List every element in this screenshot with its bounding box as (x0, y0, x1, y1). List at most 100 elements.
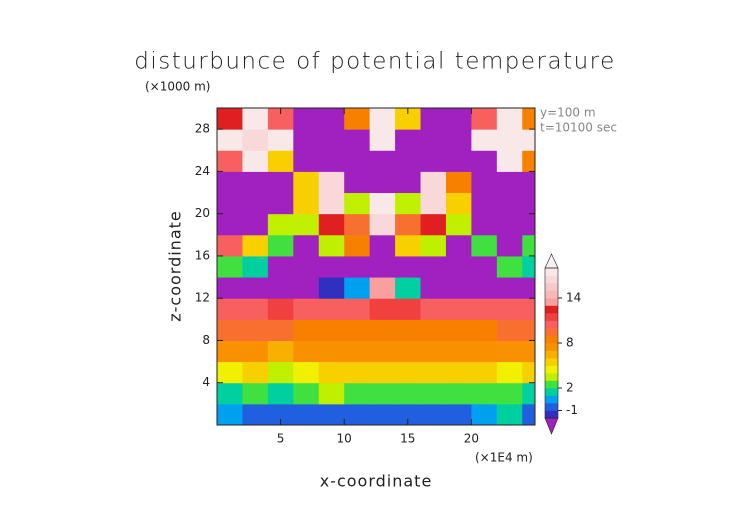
cell (293, 403, 320, 425)
cell (318, 129, 345, 151)
colorbar-bin (545, 365, 558, 374)
x-tick-label: 15 (400, 432, 415, 446)
cell (217, 213, 243, 236)
cell (522, 361, 535, 384)
cell (496, 192, 523, 215)
cell (267, 213, 294, 236)
cell (471, 234, 498, 257)
cell (217, 255, 243, 278)
cell (420, 192, 447, 215)
cell (369, 192, 396, 215)
x-axis-label: x-coordinate (320, 472, 433, 491)
cell (217, 171, 243, 194)
cell (344, 129, 371, 151)
cell (445, 213, 472, 236)
cell (369, 382, 396, 405)
cell (471, 255, 498, 278)
cell (369, 361, 396, 384)
cell (369, 255, 396, 278)
cell (344, 382, 371, 405)
cell (445, 382, 472, 405)
cell (445, 150, 472, 172)
cell (496, 108, 523, 130)
cell (318, 192, 345, 215)
cell (496, 403, 523, 425)
cell (267, 171, 294, 194)
colorbar-bin (545, 320, 558, 329)
cell (522, 234, 535, 257)
colorbar-under (544, 417, 559, 435)
cell (471, 150, 498, 172)
cell (445, 171, 472, 194)
cell (217, 361, 243, 384)
cell (471, 298, 498, 320)
cell (344, 255, 371, 278)
y-unit-label: (×1000 m) (145, 80, 210, 94)
cell (471, 403, 498, 425)
colorbar-bin (545, 275, 558, 284)
cell (420, 298, 447, 320)
cell (496, 340, 523, 363)
cell (217, 382, 243, 405)
colorbar-bin (545, 410, 558, 419)
cell (344, 171, 371, 194)
cell (420, 129, 447, 151)
cell (318, 298, 345, 320)
cell (496, 171, 523, 194)
cell (217, 277, 243, 299)
colorbar-bin (545, 305, 558, 314)
cell (242, 171, 269, 194)
cell (267, 298, 294, 320)
cell (293, 150, 320, 172)
cell (369, 108, 396, 130)
cell (344, 277, 371, 299)
cell (344, 150, 371, 172)
cell (522, 171, 535, 194)
cell (293, 298, 320, 320)
cell (318, 361, 345, 384)
cell (522, 298, 535, 320)
cell (242, 255, 269, 278)
colorbar-bin (545, 335, 558, 344)
cell (471, 213, 498, 236)
cell (471, 171, 498, 194)
cell (293, 340, 320, 363)
cell (318, 403, 345, 425)
cell (522, 213, 535, 236)
cell (395, 255, 422, 278)
cell (293, 192, 320, 215)
cell (318, 255, 345, 278)
cell (318, 213, 345, 236)
x-unit-label: (×1E4 m) (475, 451, 533, 465)
cell (395, 150, 422, 172)
cell (293, 255, 320, 278)
cell (242, 382, 269, 405)
cell (522, 319, 535, 341)
cell (369, 340, 396, 363)
colorbar-bin (545, 313, 558, 321)
cell (369, 234, 396, 257)
cell (420, 319, 447, 341)
cell (217, 129, 243, 151)
cell (369, 298, 396, 320)
cell (267, 382, 294, 405)
cell (242, 319, 269, 341)
cell (267, 319, 294, 341)
cell (242, 403, 269, 425)
cell (445, 108, 472, 130)
cell (496, 255, 523, 278)
cell (293, 171, 320, 194)
cell (522, 403, 535, 425)
colorbar-bin (545, 395, 558, 404)
cell (293, 234, 320, 257)
cell (496, 361, 523, 384)
cell (395, 298, 422, 320)
y-tick-label: 16 (195, 248, 210, 262)
cell (344, 234, 371, 257)
cell (217, 108, 243, 130)
colorbar-bin (545, 268, 558, 276)
cell (420, 277, 447, 299)
cell (445, 255, 472, 278)
cell (369, 150, 396, 172)
y-tick-label: 24 (195, 164, 210, 178)
